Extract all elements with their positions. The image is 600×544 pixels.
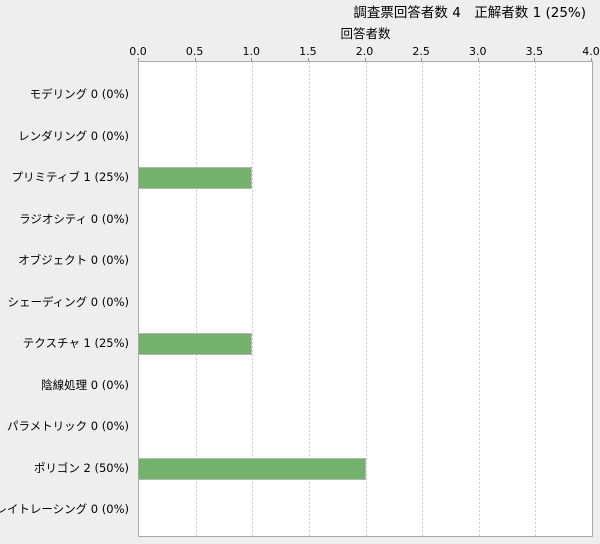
category-label: 陰線処理 0 (0%) (41, 377, 129, 392)
x-tick-label: 2.5 (412, 45, 430, 58)
gridline (308, 62, 310, 536)
x-tick-label: 1.5 (299, 45, 317, 58)
x-tick-mark (251, 58, 253, 63)
gridline (252, 62, 254, 536)
x-tick-mark (421, 58, 423, 63)
category-label: テクスチャ 1 (25%) (22, 336, 129, 350)
x-axis-title: 回答者数 (340, 26, 391, 41)
category-label: シェーディング 0 (0%) (7, 294, 129, 309)
x-tick-label: 2.0 (355, 45, 374, 58)
category-label: ラジオシティ 0 (0%) (19, 211, 129, 226)
chart-title: 調査票回答者数 4 正解者数 1 (25%) (353, 5, 586, 21)
plot-area (138, 61, 593, 537)
gridline (195, 62, 197, 536)
x-tick-label: 0.0 (129, 45, 147, 58)
gridline (478, 62, 480, 536)
x-tick-label: 3.0 (469, 45, 487, 58)
x-tick-label: 3.5 (525, 45, 544, 58)
x-tick-mark (364, 58, 366, 63)
x-tick-label: 0.5 (185, 45, 204, 58)
x-tick-label: 1.0 (242, 45, 261, 58)
bar (139, 333, 253, 355)
category-label: プリミティブ 1 (25%) (11, 170, 129, 184)
category-label: レイトレーシング 0 (0%) (0, 502, 129, 516)
x-tick-label: 4.0 (582, 45, 600, 58)
x-tick-mark (534, 58, 536, 63)
bar (139, 457, 366, 480)
gridline (422, 62, 424, 536)
x-tick-mark (307, 58, 309, 63)
x-tick-mark (591, 58, 592, 63)
category-label: パラメトリック 0 (0%) (7, 419, 129, 433)
category-label: モデリング 0 (0%) (29, 87, 129, 101)
x-tick-mark (194, 58, 196, 63)
x-tick-mark (477, 58, 479, 63)
bar (139, 167, 253, 189)
x-tick-mark (138, 58, 139, 63)
gridline (365, 62, 367, 536)
gridline (535, 62, 537, 536)
category-label: ポリゴン 2 (50%) (33, 460, 129, 475)
category-label: オブジェクト 0 (0%) (18, 253, 129, 267)
category-label: レンダリング 0 (0%) (18, 128, 129, 143)
